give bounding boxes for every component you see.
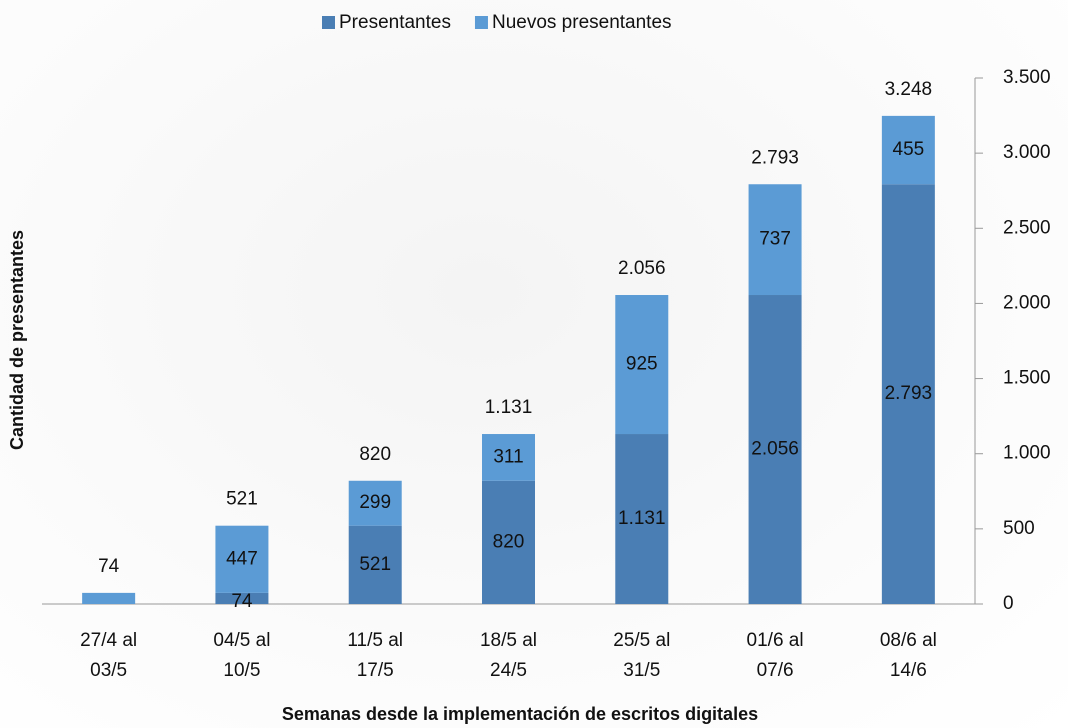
segment-label: 521 (359, 554, 391, 575)
total-label: 2.793 (751, 147, 799, 168)
y-tick-label: 1.000 (1003, 443, 1051, 464)
bar-segment (215, 525, 269, 593)
bar-segment (82, 592, 136, 604)
total-label: 74 (98, 556, 120, 577)
bar-segment (482, 434, 535, 481)
bar-segment (482, 480, 535, 604)
x-tick-label: 04/5 al 10/5 (213, 630, 271, 681)
y-tick-label: 3.500 (1003, 67, 1051, 88)
y-tick-label: 2.000 (1003, 292, 1051, 313)
segment-label: 455 (893, 139, 925, 160)
segment-label: 2.793 (885, 383, 933, 404)
x-tick-label: 08/6 al 14/6 (879, 630, 937, 681)
bar-segment (881, 115, 935, 185)
y-tick-label: 3.000 (1003, 142, 1051, 163)
x-tick-label: 11/5 al 17/5 (347, 630, 404, 681)
y-tick-label: 500 (1003, 518, 1035, 539)
y-tick-label: 1.500 (1003, 368, 1051, 389)
x-axis-label: Semanas desde la implementación de escri… (282, 704, 758, 724)
bar-segment (215, 592, 269, 604)
x-tick-label: 25/5 al 31/5 (613, 630, 671, 681)
bar-segment (748, 295, 802, 604)
segment-label: 447 (226, 548, 258, 569)
total-label: 521 (226, 489, 258, 510)
segment-label: 820 (493, 531, 525, 552)
bar-segment (615, 434, 669, 604)
bar-segment (881, 184, 935, 604)
y-axis-label: Cantidad de presentantes (7, 230, 27, 450)
total-label: 820 (359, 444, 391, 465)
bar-segment (748, 184, 802, 296)
y-tick-label: 0 (1003, 593, 1014, 614)
total-label: 1.131 (485, 397, 533, 418)
segment-label: 2.056 (751, 439, 799, 460)
bar-segment (348, 525, 402, 604)
total-label: 3.248 (885, 79, 933, 100)
segment-label: 925 (626, 354, 658, 375)
y-tick-label: 2.500 (1003, 217, 1051, 238)
segment-label: 74 (231, 591, 253, 612)
segment-label: 737 (759, 229, 791, 250)
legend-swatch (474, 16, 488, 29)
bar-segment (615, 295, 669, 435)
x-tick-label: 18/5 al 24/5 (479, 630, 538, 681)
segment-label: 311 (493, 446, 523, 467)
x-tick-label: 27/4 al 03/5 (80, 630, 138, 681)
total-label: 2.056 (618, 258, 666, 279)
bar-segment (348, 480, 402, 526)
segment-label: 299 (359, 492, 391, 513)
legend-label: Nuevos presentantes (492, 12, 672, 33)
segment-label: 1.131 (618, 508, 666, 529)
x-tick-label: 01/6 al 07/6 (746, 630, 804, 681)
legend-swatch (322, 16, 335, 29)
legend-label: Presentantes (339, 12, 451, 33)
